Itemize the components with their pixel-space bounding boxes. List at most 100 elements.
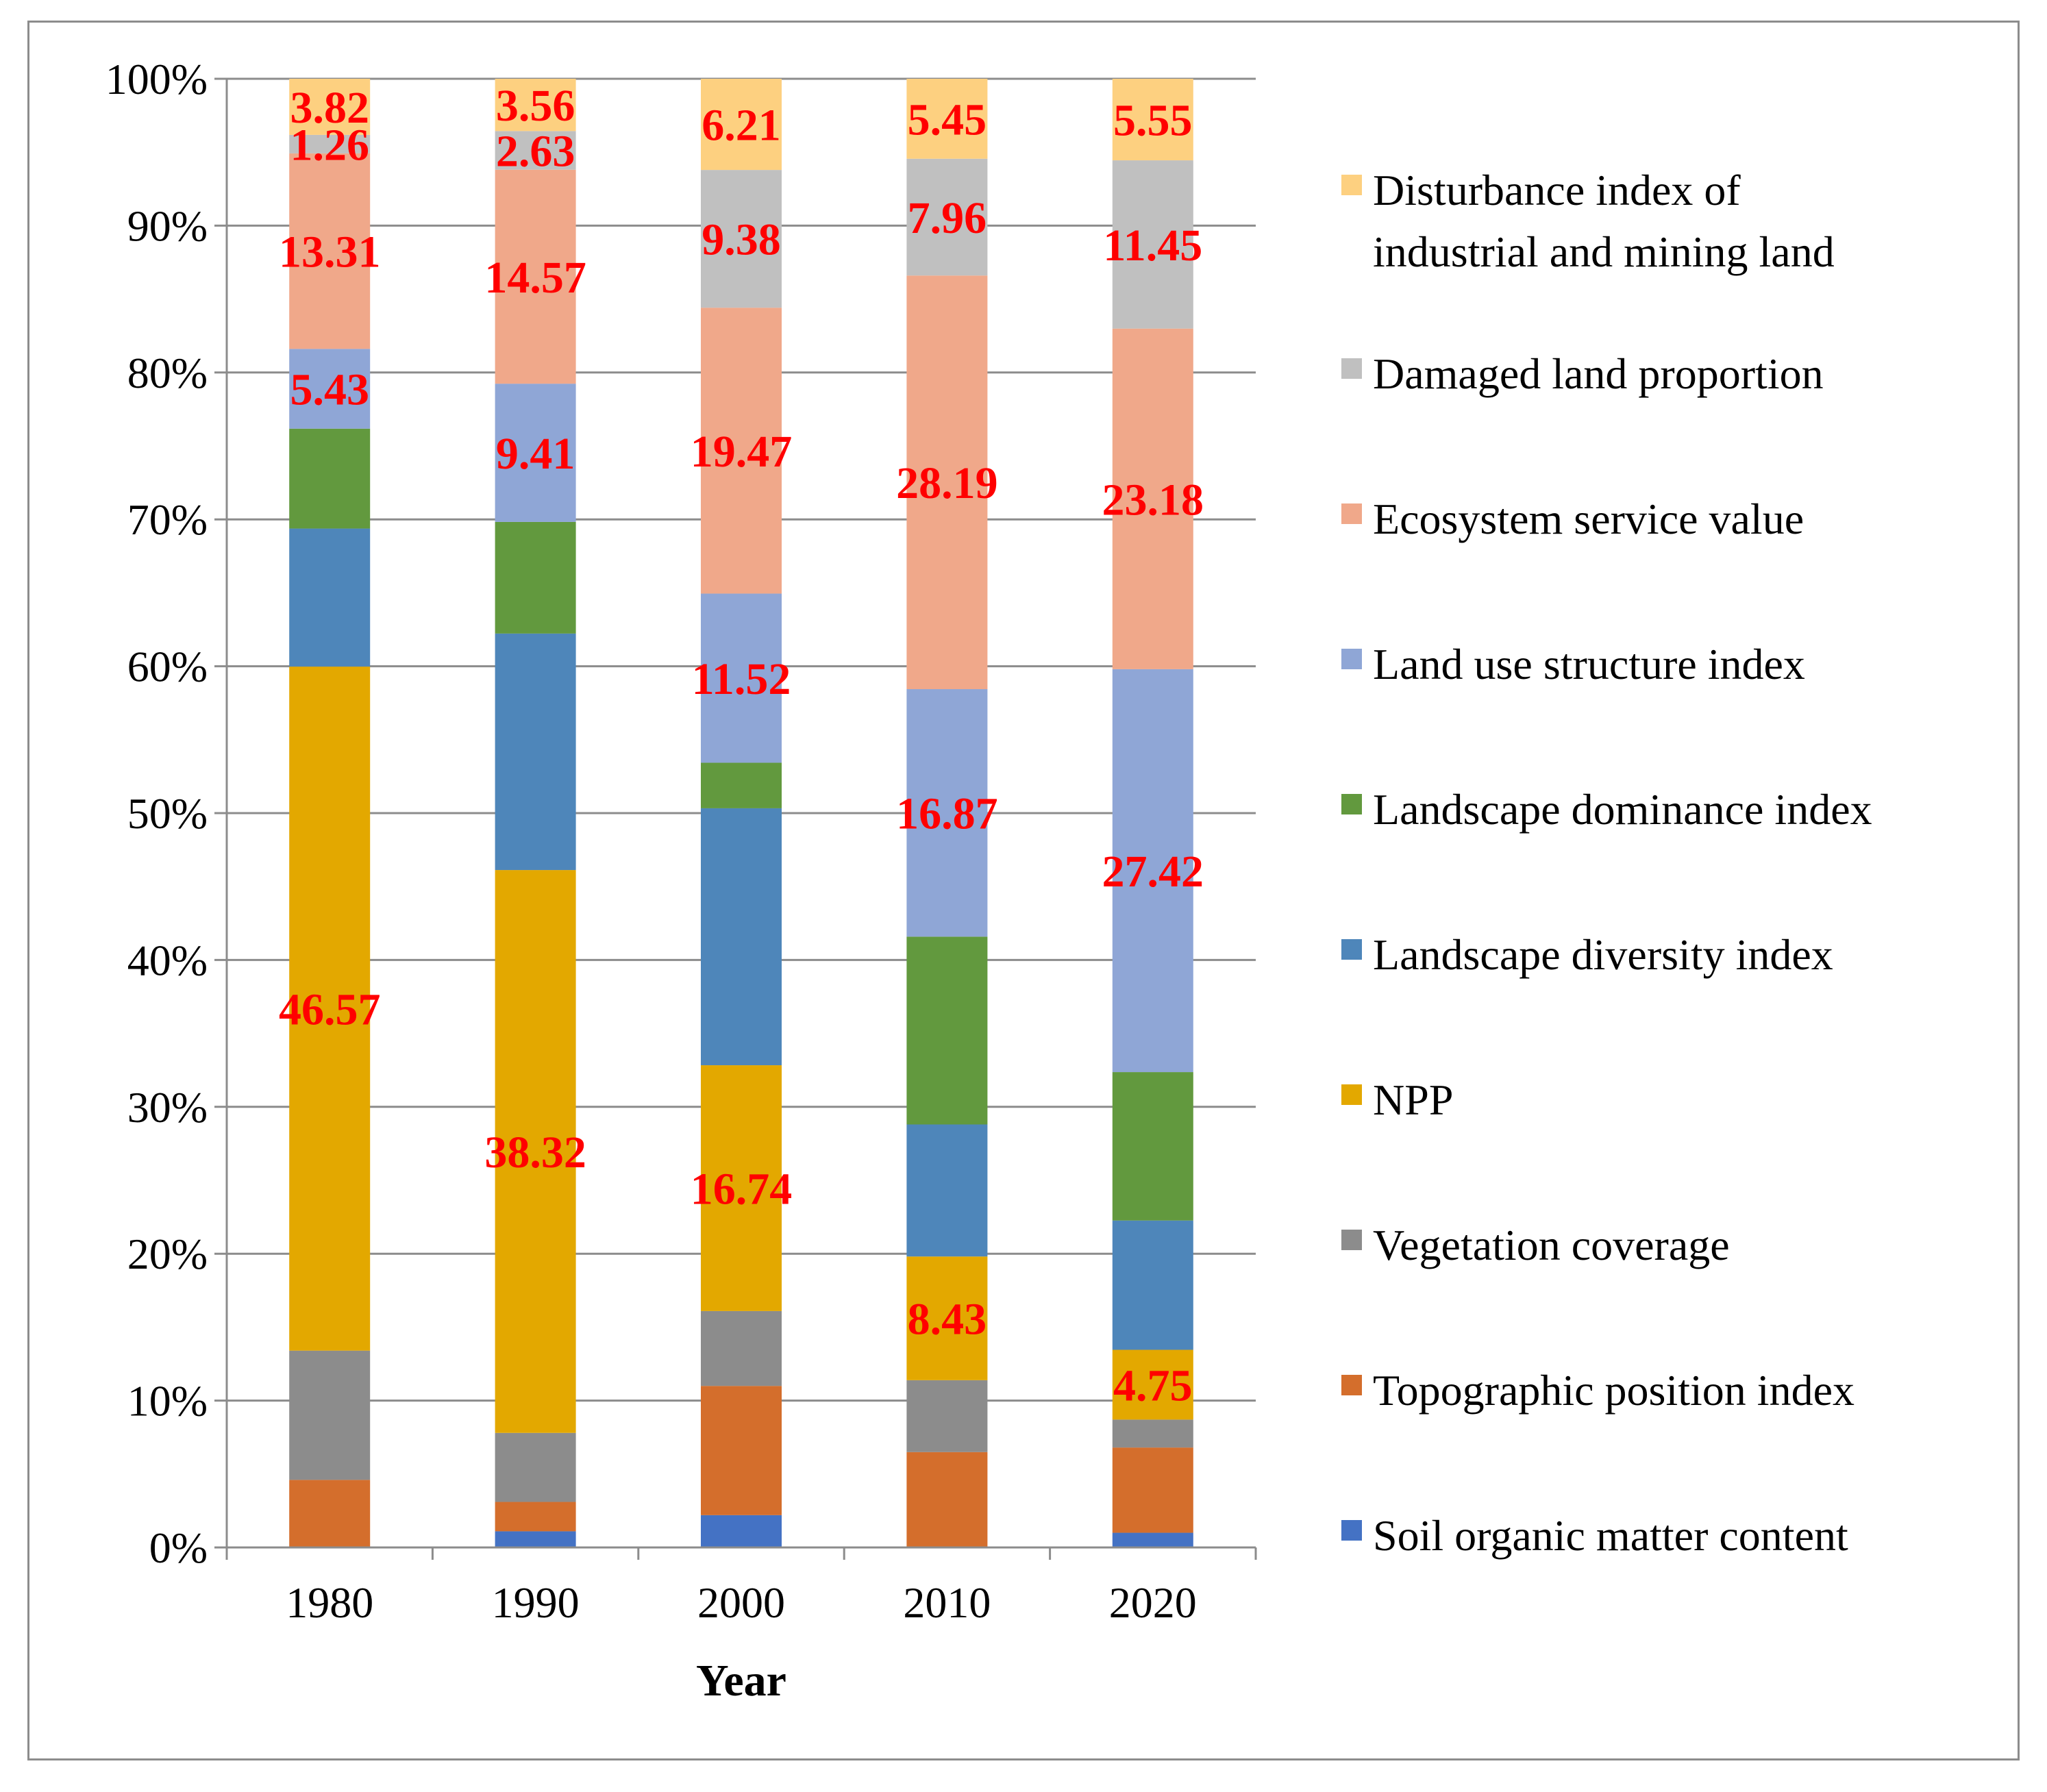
data-label: 23.18: [1102, 475, 1204, 525]
x-tick-label: 2000: [697, 1578, 785, 1627]
y-tick-label: 80%: [127, 349, 208, 397]
data-label: 8.43: [908, 1295, 987, 1345]
bar-segment: [701, 79, 782, 171]
bar-segment: [495, 1531, 576, 1547]
legend-item: Land use structure index: [1341, 640, 1805, 688]
data-label: 3.82: [290, 83, 369, 133]
legend-swatch: [1341, 175, 1362, 195]
legend-swatch: [1341, 358, 1362, 379]
legend-swatch: [1341, 1084, 1362, 1105]
bar-segment: [1112, 1419, 1193, 1448]
legend-item: Topographic position index: [1341, 1366, 1854, 1415]
bar-segment: [289, 1480, 371, 1547]
data-label: 13.31: [279, 227, 381, 277]
data-label: 5.55: [1113, 96, 1193, 146]
y-tick-label: 30%: [127, 1083, 208, 1132]
bar-segment: [289, 349, 371, 429]
bar-segment: [495, 870, 576, 1433]
bar-segment: [289, 134, 371, 153]
bar-segment: [1112, 79, 1193, 161]
legend-swatch: [1341, 503, 1362, 524]
bar-segment: [495, 1432, 576, 1502]
y-tick-label: 10%: [127, 1377, 208, 1426]
bar-segment: [906, 275, 988, 690]
bar-segment: [701, 308, 782, 594]
x-tick-label: 1980: [286, 1578, 373, 1627]
data-label: 4.75: [1113, 1360, 1193, 1410]
bar-segment: [1112, 1072, 1193, 1221]
legend-label: Land use structure index: [1373, 640, 1805, 688]
data-label: 7.96: [908, 193, 987, 243]
data-label: 3.56: [496, 81, 575, 131]
bar-segment: [495, 521, 576, 634]
bar-segment: [289, 428, 371, 529]
bar-segment: [1112, 1532, 1193, 1547]
y-tick-label: 100%: [106, 55, 208, 103]
legend-label: Soil organic matter content: [1373, 1511, 1848, 1560]
bar-segment: [495, 169, 576, 384]
y-tick-label: 60%: [127, 643, 208, 691]
bar-segment: [906, 79, 988, 159]
bars: [289, 79, 1193, 1547]
data-label: 46.57: [279, 984, 381, 1034]
legend-swatch: [1341, 1230, 1362, 1250]
legend-label: NPP: [1373, 1075, 1453, 1124]
legend-item: Damaged land proportion: [1341, 349, 1824, 398]
data-label: 38.32: [484, 1128, 586, 1178]
legend-label: Landscape dominance index: [1373, 785, 1872, 834]
bar-segment: [289, 528, 371, 667]
axes: 0% 10% 20% 30% 40% 50% 60% 70% 80% 90% 100% 1980 199…: [106, 55, 1257, 1706]
data-label: 6.21: [702, 101, 781, 151]
data-label: 16.74: [691, 1164, 793, 1214]
bar-segment: [1112, 1220, 1193, 1350]
legend-swatch: [1341, 939, 1362, 960]
y-tick-label: 0%: [149, 1523, 208, 1572]
bar-segment: [495, 384, 576, 522]
bar-segment: [1112, 160, 1193, 329]
data-label: 14.57: [484, 253, 586, 303]
legend-label: Ecosystem service value: [1373, 495, 1804, 543]
data-label: 19.47: [691, 427, 793, 477]
legend-label: Damaged land proportion: [1373, 349, 1824, 398]
legend-swatch: [1341, 1520, 1362, 1541]
x-tick-label: 1990: [492, 1578, 580, 1627]
legend-label: Vegetation coverage: [1373, 1221, 1730, 1269]
legend-label: industrial and mining land: [1373, 227, 1835, 276]
bar-segment: [289, 153, 371, 349]
data-label: 16.87: [896, 789, 998, 839]
bar-segment: [289, 667, 371, 1351]
y-tick-label: 90%: [127, 201, 208, 250]
data-label: 2.63: [496, 127, 575, 177]
legend-label: Landscape diversity index: [1373, 930, 1833, 979]
data-label: 28.19: [896, 458, 998, 508]
bar-segment: [495, 633, 576, 871]
data-label: 9.41: [496, 429, 575, 479]
stacked-bar-chart: 0% 10% 20% 30% 40% 50% 60% 70% 80% 90% 100% 1980 199…: [106, 55, 1872, 1706]
bar-segment: [906, 158, 988, 276]
bar-segment: [906, 1380, 988, 1452]
legend-item: Vegetation coverage: [1341, 1221, 1730, 1269]
data-label: 1.26: [290, 120, 369, 170]
legend-item: Disturbance index of industrial and minin…: [1341, 166, 1835, 276]
legend-item: Landscape dominance index: [1341, 785, 1872, 834]
bar-segment: [701, 1515, 782, 1547]
x-tick-label: 2020: [1109, 1578, 1197, 1627]
bar-segment: [906, 1124, 988, 1257]
bar-segment: [495, 131, 576, 170]
legend-item: Ecosystem service value: [1341, 495, 1804, 543]
bar-segment: [495, 79, 576, 132]
legend-label: Topographic position index: [1373, 1366, 1854, 1415]
legend-swatch: [1341, 1375, 1362, 1395]
legend-swatch: [1341, 649, 1362, 669]
legend-item: NPP: [1341, 1075, 1453, 1124]
bar-segment: [906, 689, 988, 937]
y-tick-label: 70%: [127, 495, 208, 544]
chart-frame: 0% 10% 20% 30% 40% 50% 60% 70% 80% 90% 100% 1980 199…: [27, 21, 2020, 1760]
bar-segment: [701, 1065, 782, 1311]
legend-label: Disturbance index of: [1373, 166, 1741, 214]
data-label: 11.52: [692, 654, 791, 704]
data-label: 5.43: [290, 365, 369, 415]
y-tick-label: 50%: [127, 789, 208, 838]
legend: Disturbance index of industrial and minin…: [1341, 166, 1872, 1560]
bar-segment: [701, 593, 782, 763]
